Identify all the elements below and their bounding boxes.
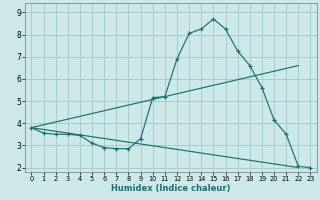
X-axis label: Humidex (Indice chaleur): Humidex (Indice chaleur) <box>111 184 231 193</box>
